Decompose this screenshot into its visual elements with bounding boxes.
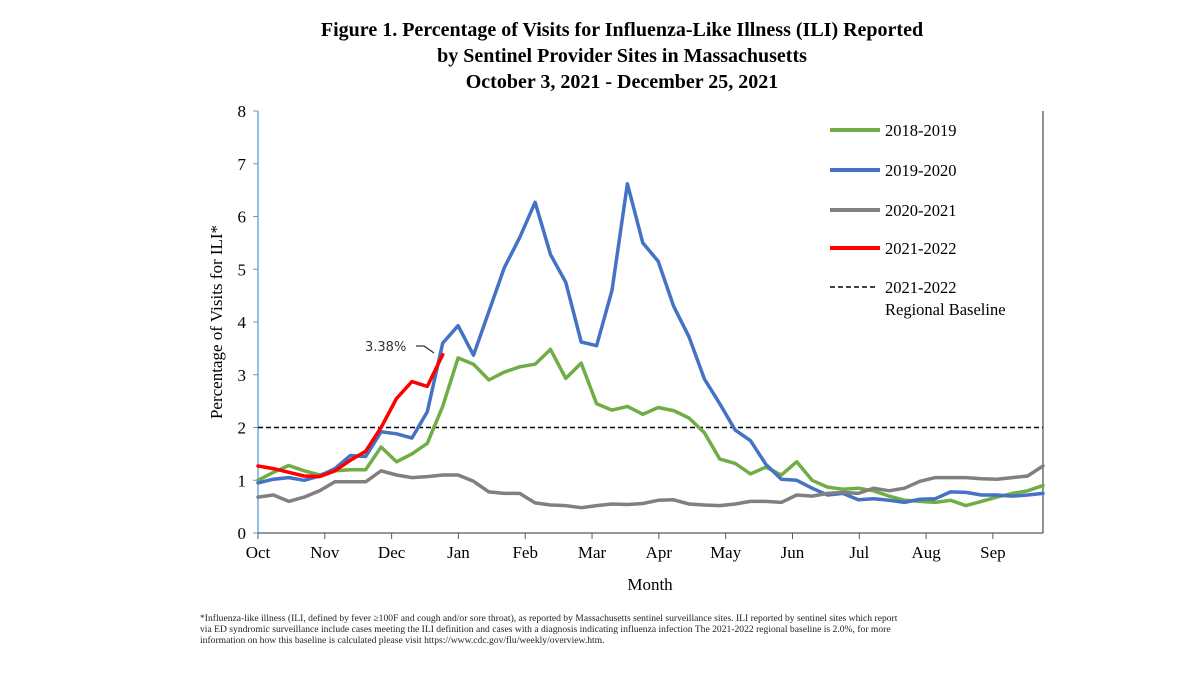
- y-axis-label: Percentage of Visits for ILI*: [207, 225, 226, 419]
- tick-labels: 0 1 2 3 4 5 6 7 8 Oct Nov Dec Jan Feb Mar Apr May Jun Jul A…: [238, 102, 1006, 562]
- footnote-line2: via ED syndromic surveillance include ca…: [200, 624, 891, 635]
- x-tick-label: Oct: [246, 543, 271, 562]
- chart-title-line2: by Sentinel Provider Sites in Massachuse…: [437, 45, 807, 67]
- annotation-leader: [416, 345, 435, 354]
- x-tick-label: Dec: [378, 543, 406, 562]
- axes: [253, 110, 1044, 539]
- y-tick-label: 7: [238, 155, 247, 174]
- y-tick-label: 4: [238, 313, 247, 332]
- x-tick-label: Jun: [781, 543, 805, 562]
- legend-label-2019-2020: 2019-2020: [885, 161, 957, 180]
- x-axis-label: Month: [627, 575, 673, 594]
- x-tick-label: Apr: [646, 543, 673, 562]
- footnote-line1: *Influenza-like illness (ILI, defined by…: [200, 613, 898, 624]
- series-line-2021-2022: [256, 352, 445, 479]
- y-tick-label: 2: [238, 419, 247, 438]
- x-tick-label: Feb: [512, 543, 538, 562]
- x-tick-label: Sep: [980, 543, 1006, 562]
- footnote: *Influenza-like illness (ILI, defined by…: [200, 613, 898, 646]
- footnote-line3: information on how this baseline is calc…: [200, 635, 605, 646]
- annotation: 3.38%: [365, 340, 435, 355]
- y-tick-label: 8: [238, 102, 247, 121]
- series-line-2020-2021: [256, 464, 1045, 510]
- x-tick-label: Aug: [911, 543, 941, 562]
- x-tick-label: Nov: [310, 543, 340, 562]
- chart-subtitle: October 3, 2021 - December 25, 2021: [466, 71, 779, 93]
- annotation-label: 3.38%: [365, 340, 406, 355]
- y-tick-label: 6: [238, 208, 247, 227]
- series-lines: [256, 182, 1045, 510]
- y-tick-label: 1: [238, 471, 247, 490]
- x-tick-label: Jan: [447, 543, 470, 562]
- legend-label-2020-2021: 2020-2021: [885, 201, 957, 220]
- legend-label-2018-2019: 2018-2019: [885, 121, 957, 140]
- series-line-2019-2020: [256, 182, 1045, 505]
- legend-label-2021-2022: 2021-2022: [885, 239, 957, 258]
- legend: 2018-2019 2019-2020 2020-2021 2021-2022 …: [830, 121, 1006, 319]
- x-tick-label: Mar: [578, 543, 607, 562]
- legend-label-baseline: 2021-2022: [885, 278, 957, 297]
- y-tick-label: 3: [238, 366, 247, 385]
- x-tick-label: Jul: [849, 543, 869, 562]
- x-tick-label: May: [710, 543, 742, 562]
- y-tick-label: 5: [238, 260, 247, 279]
- legend-label-baseline-line2: Regional Baseline: [885, 300, 1006, 319]
- y-tick-label: 0: [238, 524, 247, 543]
- chart-title-line1: Figure 1. Percentage of Visits for Influ…: [321, 19, 923, 41]
